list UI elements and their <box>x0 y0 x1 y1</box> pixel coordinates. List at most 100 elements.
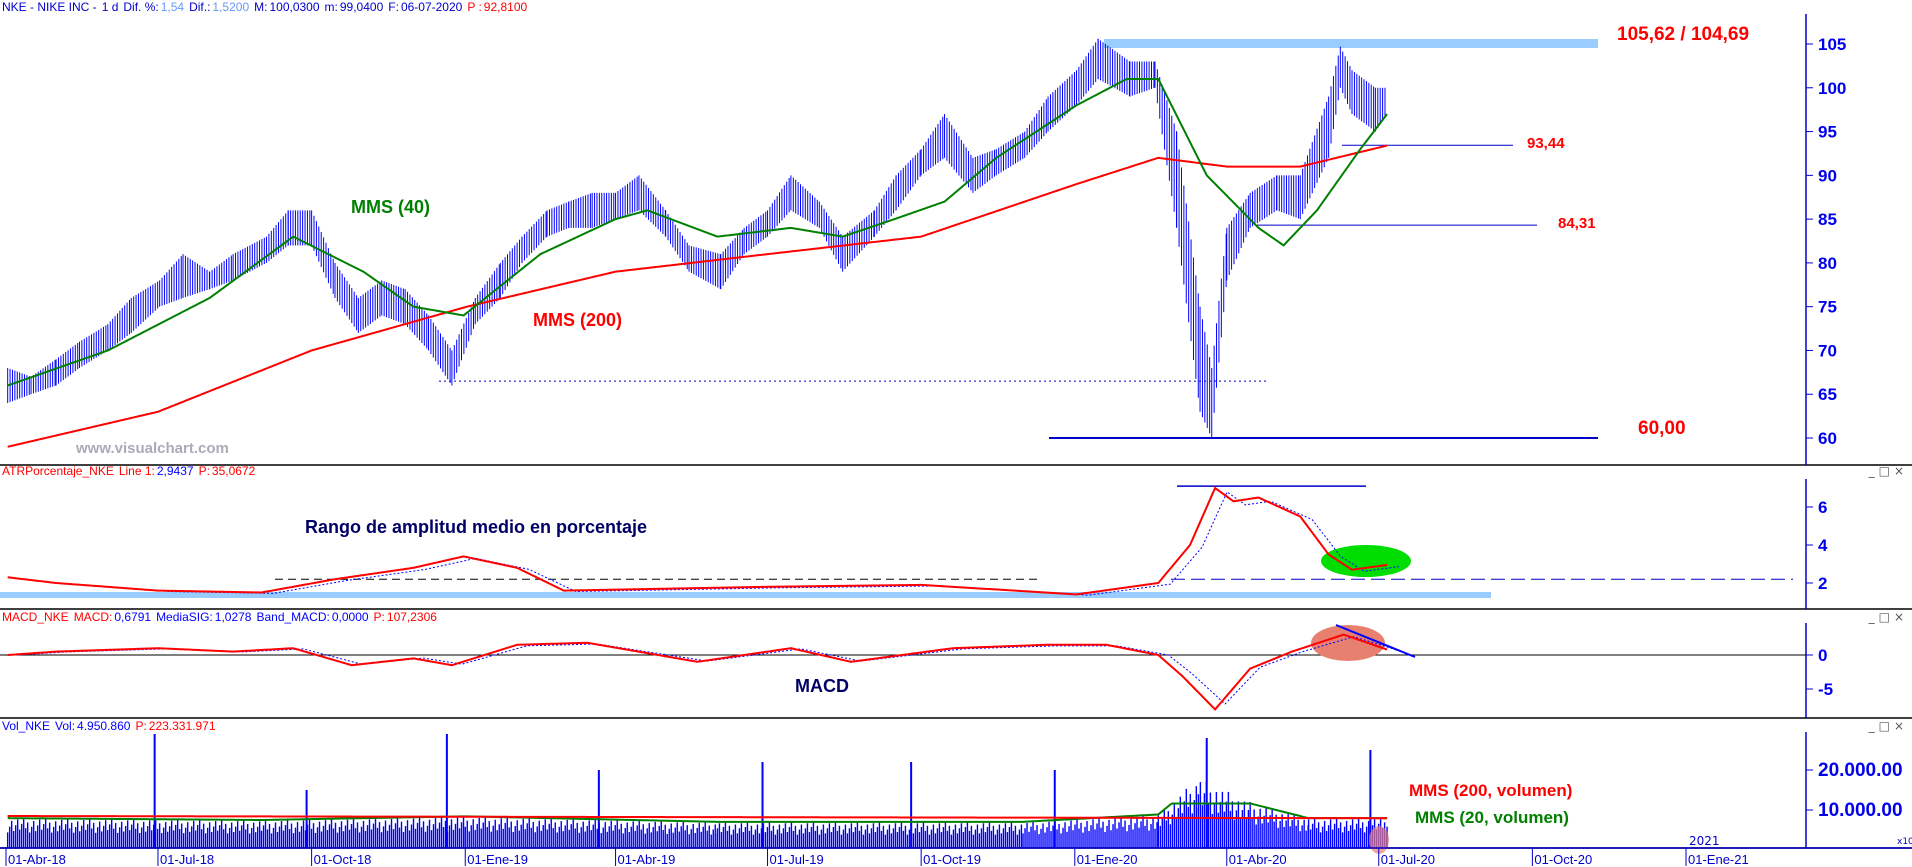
volume-tick-label: 10.000.00 <box>1818 800 1903 821</box>
price-tick-label: 70 <box>1818 341 1837 360</box>
dif: 1,5200 <box>212 0 250 14</box>
max: 100,0300 <box>269 0 320 14</box>
close-button[interactable]: × <box>1893 610 1908 624</box>
x-tick-label: 01-Oct-19 <box>923 852 981 867</box>
macd-tick-label: 0 <box>1818 646 1827 665</box>
vol-label: Vol: <box>55 719 76 733</box>
price-tick-label: 65 <box>1818 385 1837 404</box>
macd-trendline <box>1335 624 1416 658</box>
volume-multiplier: x10 <box>1897 837 1912 847</box>
price-tick-label: 85 <box>1818 210 1837 229</box>
x-tick-label: 01-Abr-18 <box>8 852 66 867</box>
maximize-button[interactable]: □ <box>1878 464 1894 478</box>
maximize-button[interactable]: □ <box>1878 719 1894 733</box>
price-tick-label: 100 <box>1818 79 1846 98</box>
dif-label: Dif.: <box>189 0 211 14</box>
mms200-label: MMS (200) <box>533 310 623 330</box>
atr-tick-label: 6 <box>1818 498 1827 517</box>
price-tick-label: 80 <box>1818 254 1837 273</box>
minimize-button[interactable]: _ <box>1868 464 1879 478</box>
atr-line-label: Line 1: <box>118 464 155 478</box>
atr-header: ATRPorcentaje_NKE Line 1: 2,9437 P: 35,0672 <box>2 464 260 478</box>
price: 92,8100 <box>483 0 528 14</box>
maximize-button[interactable]: □ <box>1878 610 1894 624</box>
volume-highlight-ellipse <box>1369 826 1389 854</box>
annotation-8431: 84,31 <box>1558 215 1596 232</box>
price-tick-label: 90 <box>1818 166 1837 185</box>
close-button[interactable]: × <box>1893 464 1908 478</box>
year-marker: 2021 <box>1689 834 1720 848</box>
date-label: F: <box>388 0 399 14</box>
band-value: 0,0000 <box>331 610 369 624</box>
volume-tick-label: 20.000.00 <box>1818 760 1903 781</box>
macd-annotation: MACD <box>795 676 849 696</box>
watermark: www.visualchart.com <box>76 440 229 457</box>
atr-highlight-ellipse <box>1321 545 1411 577</box>
volume-window-controls[interactable]: _□× <box>1869 719 1908 733</box>
macd-window-controls[interactable]: _□× <box>1869 610 1908 624</box>
annotation-9344: 93,44 <box>1527 135 1565 152</box>
price-label: P : <box>467 0 482 14</box>
max-label: M: <box>254 0 268 14</box>
vol-mms20-label: MMS (20, volumen) <box>1415 808 1569 827</box>
macd-value: 0,6791 <box>114 610 152 624</box>
x-tick-label: 01-Ene-20 <box>1077 852 1138 867</box>
minimize-button[interactable]: _ <box>1868 610 1879 624</box>
macd-highlight-ellipse <box>1311 625 1385 661</box>
annotation-high: 105,62 / 104,69 <box>1617 24 1750 45</box>
close-button[interactable]: × <box>1893 719 1908 733</box>
x-tick-label: 01-Oct-20 <box>1534 852 1592 867</box>
x-tick-label: 01-Ene-21 <box>1688 852 1749 867</box>
vol-p-value: 223.331.971 <box>148 719 216 733</box>
macd-tick-label: -5 <box>1818 680 1833 699</box>
sig-value: 1,0278 <box>214 610 252 624</box>
macd-signal-line <box>17 636 1398 705</box>
atr-window-controls[interactable]: _□× <box>1869 464 1908 478</box>
date: 06-07-2020 <box>400 0 463 14</box>
mms40-label: MMS (40) <box>351 197 431 217</box>
sig-label: MediaSIG: <box>156 610 213 624</box>
atr-highlight-bar <box>0 592 1491 598</box>
macd-p-label: P: <box>373 610 385 624</box>
x-tick-label: 01-Jul-19 <box>770 852 824 867</box>
atr-line-value: 2,9437 <box>156 464 194 478</box>
price-header: NKE - NIKE INC - 1 d Dif. %: 1,54 Dif.: 1,520… <box>2 0 532 14</box>
atr-annotation: Rango de amplitud medio en porcentaje <box>305 517 648 537</box>
dif-pct: 1,54 <box>160 0 185 14</box>
vol-value: 4.950.860 <box>77 719 131 733</box>
resistance-highlight <box>1104 39 1598 48</box>
macd-title: MACD_NKE <box>2 610 69 624</box>
macd-header: MACD_NKE MACD: 0,6791 MediaSIG: 1,0278 Band_M… <box>2 610 442 624</box>
vol-mms200-label: MMS (200, volumen) <box>1409 781 1573 800</box>
atr-tick-label: 2 <box>1818 574 1827 593</box>
atr-title: ATRPorcentaje_NKE <box>2 464 114 478</box>
vol-p-label: P: <box>135 719 147 733</box>
volume-header: Vol_NKE Vol: 4.950.860 P: 223.331.971 <box>2 719 221 733</box>
price-tick-label: 105 <box>1818 35 1846 54</box>
band-label: Band_MACD: <box>256 610 330 624</box>
volume-ma200-line <box>7 815 1388 820</box>
price-tick-label: 75 <box>1818 298 1837 317</box>
macd-label: MACD: <box>73 610 113 624</box>
annotation-6000: 60,00 <box>1638 418 1686 439</box>
period: 1 d <box>101 0 119 14</box>
minimize-button[interactable]: _ <box>1868 719 1879 733</box>
ma-line <box>7 78 1388 387</box>
vol-title: Vol_NKE <box>2 719 51 733</box>
x-tick-label: 01-Ene-19 <box>467 852 528 867</box>
macd-p-value: 107,2306 <box>386 610 437 624</box>
atr-p-label: P: <box>198 464 210 478</box>
x-tick-label: 01-Jul-18 <box>160 852 214 867</box>
x-tick-label: 01-Oct-18 <box>314 852 372 867</box>
symbol: NKE - NIKE INC - <box>2 0 97 14</box>
x-tick-label: 01-Abr-20 <box>1229 852 1287 867</box>
price-tick-label: 95 <box>1818 123 1837 142</box>
atr-p-value: 35,0672 <box>211 464 256 478</box>
min: 99,0400 <box>339 0 384 14</box>
ma-line <box>7 144 1388 448</box>
atr-line <box>7 486 1388 596</box>
dif-pct-label: Dif. %: <box>123 0 159 14</box>
macd-line <box>7 633 1388 711</box>
